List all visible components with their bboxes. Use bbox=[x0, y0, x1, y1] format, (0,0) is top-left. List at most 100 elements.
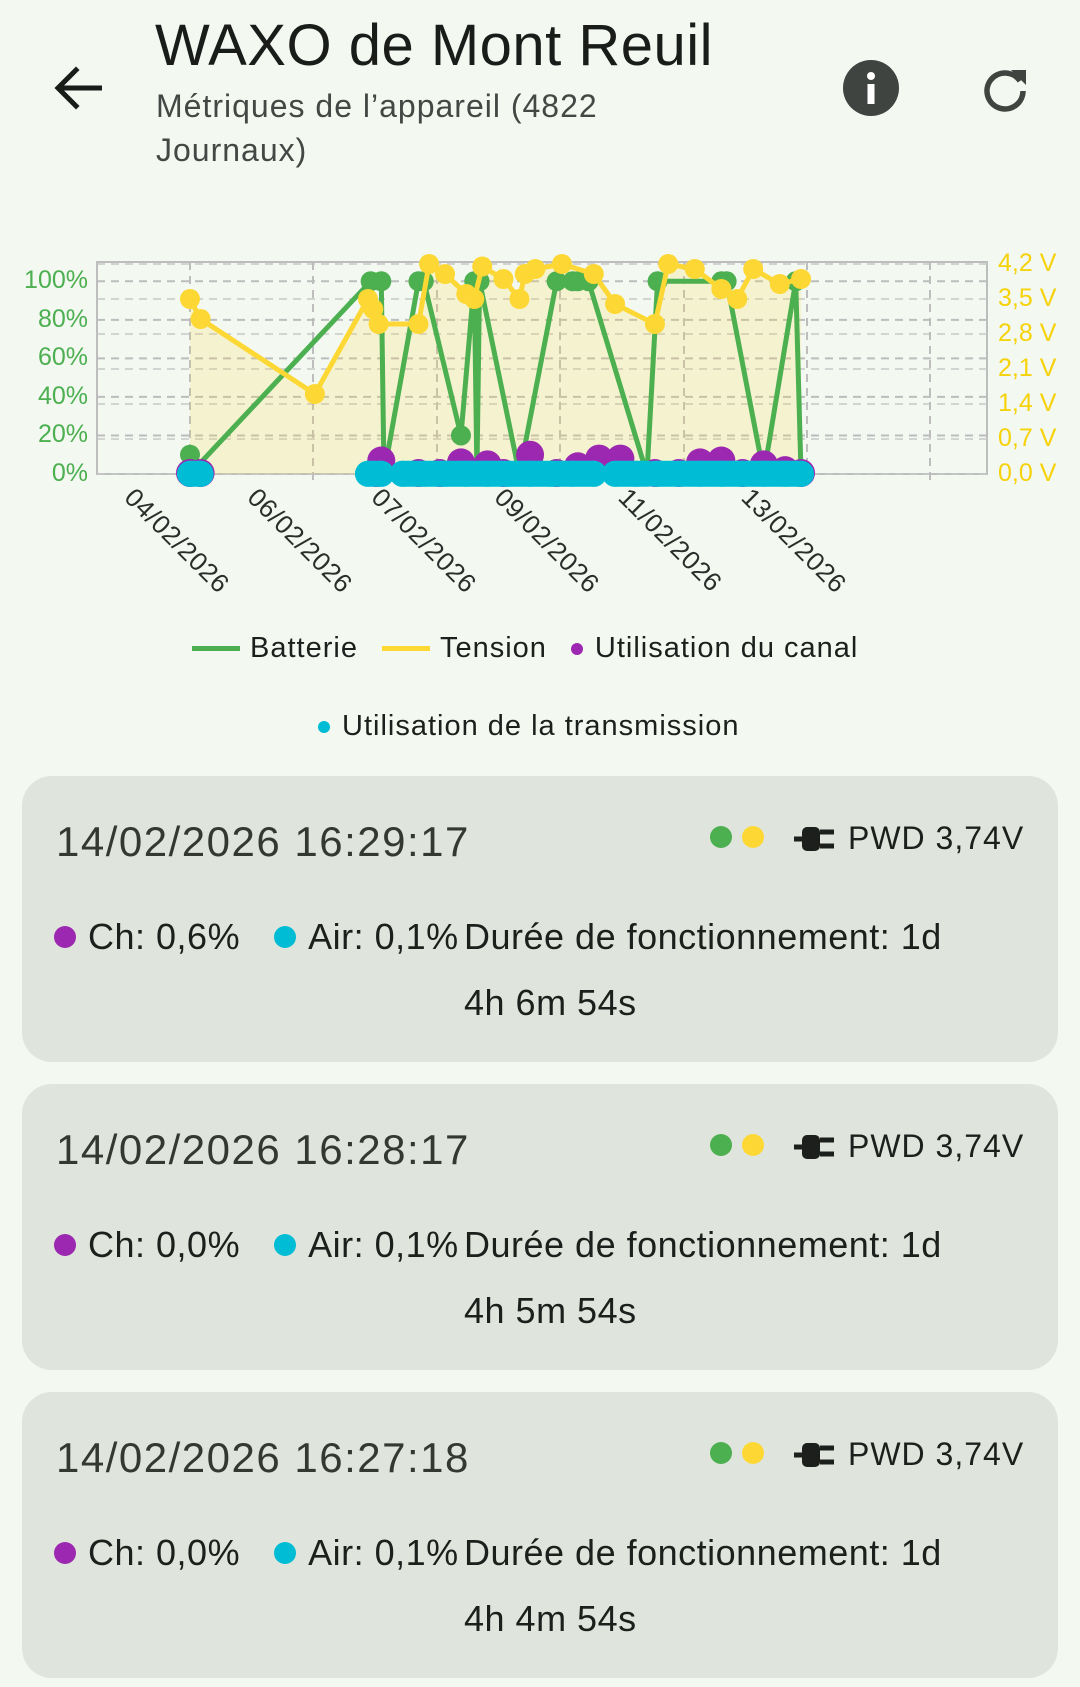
channel-dot bbox=[54, 926, 76, 948]
plug-icon bbox=[794, 826, 834, 851]
voltage-status-dot bbox=[742, 1134, 764, 1156]
status-dots bbox=[710, 1134, 764, 1156]
channel-metrics: Ch: 0,0% Air: 0,1% bbox=[54, 1224, 459, 1266]
y-right-tick-label: 3,5 V bbox=[998, 284, 1057, 312]
y-right-tick-label: 2,1 V bbox=[998, 354, 1057, 382]
legend-row-2: Utilisation de la transmission bbox=[318, 710, 763, 743]
page-title: WAXO de Mont Reuil bbox=[155, 13, 714, 78]
y-left-tick-label: 40% bbox=[37, 381, 88, 410]
power-label: PWD 3,74V bbox=[848, 820, 1025, 856]
power-status: PWD 3,74V bbox=[792, 1128, 1024, 1165]
air-utilization-point bbox=[432, 460, 459, 487]
voltage-point bbox=[743, 259, 764, 279]
air-utilization-point bbox=[687, 460, 714, 487]
voltage-point bbox=[644, 314, 665, 334]
legend-item-battery: Batterie bbox=[192, 632, 358, 665]
battery-status-dot bbox=[710, 1134, 732, 1156]
legend-label-battery: Batterie bbox=[250, 632, 358, 664]
air-utilization-point bbox=[187, 460, 214, 487]
voltage-status-dot bbox=[742, 826, 764, 848]
voltage-point bbox=[583, 264, 604, 284]
back-button[interactable] bbox=[48, 58, 108, 118]
channel-metrics: Ch: 0,6% Air: 0,1% bbox=[54, 916, 459, 958]
battery-status-dot bbox=[710, 1442, 732, 1464]
page-subtitle: Métriques de l’appareil (4822 Journaux) bbox=[156, 88, 598, 168]
legend-item-air: Utilisation de la transmission bbox=[318, 710, 739, 743]
power-label: PWD 3,74V bbox=[848, 1436, 1025, 1472]
air-utilization-point bbox=[729, 460, 756, 487]
air-utilization-point bbox=[788, 460, 815, 487]
log-timestamp: 14/02/2026 16:28:17 bbox=[56, 1126, 470, 1173]
air-utilization-point bbox=[665, 460, 692, 487]
uptime: Durée de fonctionnement: 1d bbox=[464, 1532, 942, 1573]
status-dots bbox=[710, 826, 764, 848]
y-right-tick-label: 4,2 V bbox=[998, 249, 1057, 277]
info-button[interactable] bbox=[843, 60, 899, 116]
voltage-point bbox=[180, 289, 200, 309]
air-dot bbox=[274, 1234, 297, 1256]
metrics-chart: 0% 20% 40% 60% 80% 100% 0,0 V 0,7 V 1,4 V 2,1 V 2… bbox=[0, 230, 1080, 640]
log-card[interactable]: 14/02/2026 16:29:17 PWD 3,74V Ch: 0,6% A… bbox=[22, 776, 1058, 1062]
uptime-continued: 4h 6m 54s bbox=[464, 982, 637, 1023]
battery-line-swatch bbox=[192, 646, 240, 651]
voltage-point bbox=[435, 264, 456, 284]
battery-point bbox=[546, 271, 567, 292]
voltage-point bbox=[551, 254, 572, 274]
air-utilization-point bbox=[750, 460, 777, 487]
voltage-point bbox=[493, 269, 514, 289]
voltage-point bbox=[684, 259, 705, 279]
info-icon bbox=[867, 72, 875, 104]
chart-plot bbox=[96, 254, 988, 488]
channel-utilization: Ch: 0,0% bbox=[88, 1224, 241, 1265]
voltage-point bbox=[472, 256, 493, 277]
voltage-point bbox=[509, 289, 530, 309]
air-dot bbox=[274, 1542, 297, 1564]
y-right-tick-label: 0,7 V bbox=[998, 424, 1057, 452]
air-dot-swatch bbox=[318, 720, 330, 733]
plug-icon bbox=[794, 1134, 834, 1159]
plug-icon bbox=[794, 1442, 834, 1467]
voltage-status-dot bbox=[742, 1442, 764, 1464]
air-utilization-point bbox=[517, 460, 544, 487]
uptime: Durée de fonctionnement: 1d bbox=[464, 1224, 942, 1265]
log-card[interactable]: 14/02/2026 16:28:17 PWD 3,74V Ch: 0,0% A… bbox=[22, 1084, 1058, 1370]
voltage-point bbox=[464, 289, 485, 309]
y-right-tick-label: 2,8 V bbox=[998, 319, 1057, 347]
channel-dot-swatch bbox=[570, 642, 583, 655]
uptime-continued: 4h 4m 54s bbox=[464, 1598, 637, 1639]
power-status: PWD 3,74V bbox=[792, 820, 1024, 857]
air-utilization-point bbox=[708, 460, 735, 487]
air-utilization: Air: 0,1% bbox=[308, 1224, 459, 1265]
uptime-continued: 4h 5m 54s bbox=[464, 1290, 637, 1331]
air-utilization-point bbox=[602, 460, 629, 487]
refresh-button[interactable] bbox=[976, 60, 1034, 118]
log-timestamp: 14/02/2026 16:27:18 bbox=[56, 1434, 470, 1481]
battery-point bbox=[450, 425, 471, 446]
y-left-tick-label: 20% bbox=[37, 420, 88, 449]
y-left-tick-label: 0% bbox=[51, 459, 88, 487]
voltage-point bbox=[304, 384, 325, 404]
air-utilization-point bbox=[453, 460, 480, 487]
voltage-point bbox=[368, 314, 389, 334]
y-right-tick-label: 1,4 V bbox=[998, 389, 1057, 417]
voltage-point bbox=[408, 314, 429, 334]
air-utilization: Air: 0,1% bbox=[308, 1532, 459, 1573]
air-utilization: Air: 0,1% bbox=[308, 916, 459, 957]
voltage-point bbox=[791, 269, 812, 289]
arrow-left-icon bbox=[54, 66, 102, 110]
voltage-point bbox=[711, 279, 732, 299]
voltage-point bbox=[190, 309, 211, 329]
y-right-tick-label: 0,0 V bbox=[998, 459, 1057, 487]
log-card[interactable]: 14/02/2026 16:27:18 PWD 3,74V Ch: 0,0% A… bbox=[22, 1392, 1058, 1678]
air-utilization-point bbox=[559, 460, 586, 487]
air-utilization-point bbox=[410, 460, 437, 487]
voltage-point bbox=[363, 299, 384, 319]
air-utilization-point bbox=[623, 460, 650, 487]
air-utilization-point bbox=[538, 460, 565, 487]
legend-label-channel: Utilisation du canal bbox=[594, 632, 859, 664]
battery-point bbox=[180, 444, 200, 465]
voltage-line-swatch bbox=[381, 646, 430, 651]
voltage-point bbox=[727, 289, 748, 309]
channel-utilization: Ch: 0,0% bbox=[88, 1532, 241, 1573]
app-bar: WAXO de Mont Reuil Métriques de l’appare… bbox=[0, 0, 1080, 190]
